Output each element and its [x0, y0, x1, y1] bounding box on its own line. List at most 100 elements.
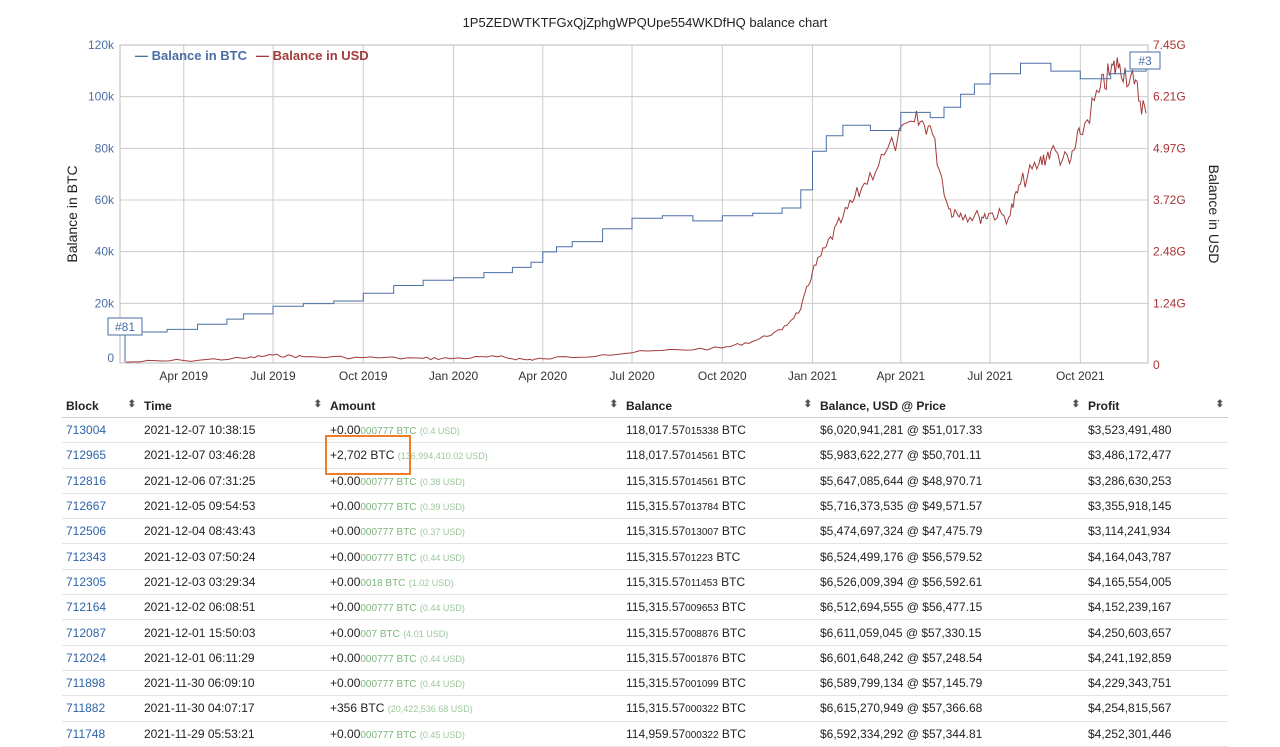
amount-small-digits: 000777	[360, 426, 394, 438]
tx-profit: $3,355,918,145	[1084, 493, 1228, 520]
sort-icon[interactable]: ⬍	[609, 399, 618, 410]
tx-balance: 115,315.5701223 BTC	[622, 543, 816, 570]
tx-time: 2021-12-04 08:43:43	[140, 518, 326, 545]
y-tick-left: 60k	[95, 193, 115, 207]
block-link[interactable]: 713004	[62, 417, 140, 444]
balance-main: 115,315.57	[626, 600, 686, 615]
column-header-balance-usd[interactable]: Balance, USD @ Price ⬍	[816, 395, 1084, 418]
amount-unit: BTC	[393, 502, 417, 514]
x-tick-label: Oct 2020	[698, 369, 747, 383]
table-row: 712816 2021-12-06 07:31:25 +0.00000777 BTC…	[62, 468, 1228, 494]
x-tick-label: Apr 2020	[518, 369, 567, 383]
balance-small-digits: 014561	[685, 476, 719, 488]
tx-balance-usd: $5,716,373,535 @ $49,571.57	[816, 493, 1084, 520]
x-axis: Apr 2019 Jul 2019 Oct 2019 Jan 2020 Apr 2020…	[159, 369, 1105, 383]
x-tick-label: Jul 2020	[609, 369, 655, 383]
block-link[interactable]: 711898	[62, 670, 140, 697]
table-row: 712965 2021-12-07 03:46:28 +2,702 BTC (136…	[62, 442, 1228, 469]
sort-icon[interactable]: ⬍	[803, 399, 812, 410]
table-row: 711748 2021-11-29 05:53:21 +0.00000777 BTC…	[62, 721, 1228, 747]
tx-balance: 115,315.57001876 BTC	[622, 645, 816, 671]
block-link[interactable]: 712305	[62, 569, 140, 596]
tx-profit: $4,152,239,167	[1084, 594, 1228, 621]
block-link[interactable]: 712343	[62, 543, 140, 570]
amount-usd: (136,994,410.02 USD)	[397, 451, 488, 462]
tx-balance-usd: $5,983,622,277 @ $50,701.11	[816, 442, 1084, 469]
balance-unit: BTC	[718, 701, 746, 716]
sort-icon[interactable]: ⬍	[1215, 399, 1224, 410]
amount-main: +356 BTC	[330, 701, 385, 716]
tx-balance: 115,315.57013007 BTC	[622, 518, 816, 545]
tx-time: 2021-12-03 07:50:24	[140, 543, 326, 570]
block-link[interactable]: 712965	[62, 442, 140, 469]
amount-unit: BTC	[393, 476, 417, 488]
tx-balance: 114,959.57000322 BTC	[622, 721, 816, 747]
amount-unit: BTC	[393, 552, 417, 564]
chart-grid	[120, 44, 1148, 363]
tx-profit: $3,286,630,253	[1084, 468, 1228, 494]
block-link[interactable]: 712667	[62, 493, 140, 520]
amount-small-digits: 000777	[360, 603, 394, 615]
amount-small-digits: 000777	[360, 679, 394, 691]
column-header-block[interactable]: Block ⬍	[62, 395, 140, 418]
balance-main: 115,315.57	[626, 625, 686, 640]
legend-usd[interactable]: — Balance in USD	[256, 48, 369, 63]
column-header-amount[interactable]: Amount ⬍	[326, 395, 622, 418]
block-link[interactable]: 712164	[62, 594, 140, 621]
legend-btc[interactable]: — Balance in BTC	[135, 48, 248, 63]
block-link[interactable]: 712506	[62, 518, 140, 545]
block-link[interactable]: 711748	[62, 721, 140, 747]
tx-profit: $4,164,043,787	[1084, 543, 1228, 570]
tx-balance-usd: $5,647,085,644 @ $48,970.71	[816, 468, 1084, 494]
block-link[interactable]: 712087	[62, 619, 140, 646]
column-header-time[interactable]: Time ⬍	[140, 395, 326, 418]
balance-small-digits: 000322	[685, 729, 719, 741]
amount-unit: BTC	[377, 628, 400, 640]
tx-balance-usd: $6,611,059,045 @ $57,330.15	[816, 619, 1084, 646]
sort-icon[interactable]: ⬍	[127, 399, 136, 410]
block-link[interactable]: 712816	[62, 468, 140, 494]
column-header-profit[interactable]: Profit ⬍	[1084, 395, 1228, 418]
y-tick-left: 40k	[95, 245, 115, 259]
x-tick-label: Oct 2019	[339, 369, 388, 383]
tx-profit: $4,250,603,657	[1084, 619, 1228, 646]
amount-unit: BTC	[393, 653, 417, 665]
amount-unit: BTC	[393, 679, 417, 691]
amount-main: +0.00	[330, 650, 361, 665]
tx-balance: 115,315.57009653 BTC	[622, 594, 816, 621]
tx-amount: +0.00000777 BTC (0.45 USD)	[326, 721, 622, 747]
balance-main: 115,315.57	[626, 701, 686, 716]
balance-unit: BTC	[717, 574, 746, 589]
amount-small-digits: 000777	[360, 729, 394, 741]
tx-balance: 118,017.57014561 BTC	[622, 442, 816, 469]
marker-start[interactable]: #81	[107, 317, 143, 362]
tx-balance-usd: $6,589,799,134 @ $57,145.79	[816, 670, 1084, 697]
block-link[interactable]: 712024	[62, 645, 140, 671]
balance-main: 115,315.57	[626, 650, 686, 665]
y-tick-left: 120k	[88, 38, 115, 52]
transactions-table: Block ⬍ Time ⬍ Amount ⬍ Balance ⬍ Balance, U…	[62, 395, 1228, 747]
tx-profit: $3,486,172,477	[1084, 442, 1228, 469]
marker-end[interactable]: #3	[1129, 51, 1161, 70]
balance-main: 115,315.57	[626, 499, 686, 514]
y-tick-left: 0	[107, 351, 114, 365]
amount-usd: (0.44 USD)	[419, 679, 465, 690]
balance-unit: BTC	[718, 625, 746, 640]
balance-unit: BTC	[718, 726, 746, 741]
tx-balance: 118,017.57015338 BTC	[622, 417, 816, 444]
sort-icon[interactable]: ⬍	[1071, 399, 1080, 410]
column-header-balance[interactable]: Balance ⬍	[622, 395, 816, 418]
table-row: 712024 2021-12-01 06:11:29 +0.00000777 BTC…	[62, 645, 1228, 671]
sort-icon[interactable]: ⬍	[313, 399, 322, 410]
balance-main: 115,315.57	[626, 473, 686, 488]
table-row: 713004 2021-12-07 10:38:15 +0.00000777 BTC…	[62, 417, 1228, 444]
amount-unit: BTC	[382, 577, 406, 589]
table-row: 712667 2021-12-05 09:54:53 +0.00000777 BTC…	[62, 493, 1228, 520]
y-tick-right: 3.72G	[1153, 193, 1186, 207]
tx-balance: 115,315.57001099 BTC	[622, 670, 816, 697]
balance-main: 114,959.57	[626, 726, 686, 741]
tx-profit: $4,254,815,567	[1084, 695, 1228, 722]
block-link[interactable]: 711882	[62, 695, 140, 722]
amount-small-digits: 000777	[360, 552, 394, 564]
amount-small-digits: 000777	[360, 476, 394, 488]
